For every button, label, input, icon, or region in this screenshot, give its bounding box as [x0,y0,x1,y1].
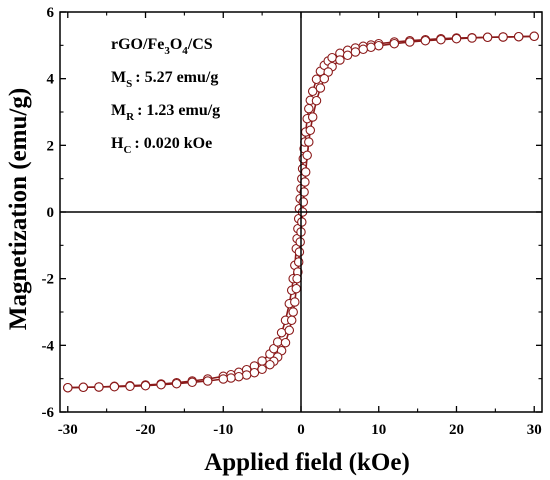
y-tick-label: -4 [42,338,55,354]
tick-marks [60,11,542,413]
series-1-point [280,337,291,348]
series-1-point [315,83,326,93]
series-1-point [286,315,297,326]
series-1-point [311,95,322,106]
series-1-point [125,381,135,392]
series-1-point [294,247,305,257]
series-0-point [304,103,314,114]
series-1-point [291,283,302,294]
ms-label: MS: 5.27 emu/g [111,69,218,90]
series-0-point [257,356,267,366]
y-tick-label: -6 [42,405,55,421]
series-1-point [300,167,311,177]
series-1-point [295,237,305,247]
x-tick-label: -30 [58,422,78,438]
series-1-point [297,217,307,227]
x-tick-label: 20 [449,422,464,438]
series-1-point [249,367,260,378]
series-1-point [257,364,267,375]
y-tick-label: 0 [47,205,55,221]
series-1-point [284,325,295,336]
series-1-point [498,32,508,42]
series-1-point [234,371,244,382]
y-axis-title: Magnetization (emu/g) [5,88,32,330]
series-1-point [335,55,345,65]
series-1-point [420,35,431,46]
series-1-point [290,297,300,307]
x-tick-label: 10 [371,422,386,438]
series-1-point [366,42,376,53]
series-1-point [156,379,166,390]
series-1-point [202,376,213,386]
series-0-point [311,74,322,85]
sample-label: rGO/Fe3O4/CS [111,36,213,57]
series-1-point [350,47,361,57]
series-1-point [78,382,89,393]
series-0-point [276,327,287,338]
series-1-point [292,273,302,284]
series-1-point [307,112,318,122]
series-0-point [272,337,283,347]
series-1-point [405,37,415,47]
mr-label: MR: 1.23 emu/g [111,102,220,123]
series-0-point [327,52,337,63]
series-1-point [513,31,524,42]
series-1-point [288,307,298,317]
series-1-point [358,44,368,55]
series-1-point [140,380,151,391]
series-1-point [436,34,446,45]
series-1-point [342,50,353,61]
series-1-point [187,377,197,388]
series-1-point [171,378,182,389]
y-tick-label: 4 [47,72,55,88]
y-tick-label: -2 [42,272,55,288]
reference-lines [60,12,542,412]
series-1-point [63,382,73,393]
series-1-point [94,382,104,392]
series-1-point [302,150,312,161]
series-0-point [307,86,318,97]
series-1-point [373,40,384,51]
series-1-point [305,125,316,136]
x-tick-label: -10 [213,422,233,438]
series-1-point [300,177,310,187]
series-1-point [319,73,330,84]
series-1-point [265,359,275,370]
series-1-point [299,187,309,197]
series-1-point [226,373,236,383]
hc-label: HC: 0.020 kOe [111,135,212,156]
series-1-point [482,32,493,43]
series-1-point [529,31,539,42]
x-tick-label: 0 [297,422,305,438]
y-tick-label: 6 [47,5,55,21]
annotation-box: rGO/Fe3O4/CS MS: 5.27 emu/g MR: 1.23 emu… [111,36,220,156]
y-tick-label: 2 [47,138,55,154]
series-1-point [218,374,229,384]
series-1-point [451,33,462,44]
series-1-point [241,370,252,380]
series-1-point [389,38,400,49]
x-tick-label: -20 [136,422,156,438]
x-axis-title: Applied field (kOe) [204,449,410,476]
series-1-point [304,137,314,147]
series-1-point [109,381,120,392]
series-1-point [467,33,477,43]
x-tick-label: 30 [527,422,542,438]
